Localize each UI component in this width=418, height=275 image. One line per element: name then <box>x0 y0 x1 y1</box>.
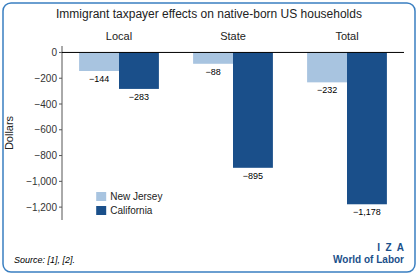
bar <box>193 52 233 63</box>
data-label: −232 <box>317 85 337 95</box>
data-label: −144 <box>89 74 109 84</box>
y-tick-label: −800 <box>34 150 57 161</box>
y-tick-label: 0 <box>51 47 57 58</box>
y-tick <box>59 78 62 79</box>
y-tick-label: −200 <box>34 73 57 84</box>
legend-label: California <box>110 205 153 216</box>
bar <box>307 52 347 82</box>
legend: New Jersey California <box>96 191 162 216</box>
publisher-note: I Z A <box>377 242 404 253</box>
zero-line <box>62 52 404 53</box>
category-label: State <box>220 30 246 42</box>
border <box>3 3 415 272</box>
category-label: Total <box>335 30 358 42</box>
legend-label: New Jersey <box>110 191 162 202</box>
bar <box>347 52 387 204</box>
y-tick-label: −600 <box>34 124 57 135</box>
y-axis-line <box>62 46 63 220</box>
category-label: Local <box>106 30 132 42</box>
y-tick <box>59 181 62 182</box>
source-note: Source: [1], [2]. <box>14 255 75 265</box>
legend-swatch <box>96 206 106 215</box>
bar <box>119 52 159 88</box>
bar <box>79 52 119 71</box>
bar <box>233 52 273 167</box>
y-tick-label: −1,200 <box>26 202 57 213</box>
data-label: −1,178 <box>353 207 381 217</box>
title: Immigrant taxpayer effects on native-bor… <box>56 7 362 21</box>
y-tick-label: −1,000 <box>26 176 57 187</box>
chart: Immigrant taxpayer effects on native-bor… <box>0 0 418 275</box>
y-tick <box>59 52 62 53</box>
y-tick-label: −400 <box>34 99 57 110</box>
data-labels: −144 −283 −88 −895 −232 −1,178 <box>89 67 381 217</box>
publisher-note: World of Labor <box>333 254 404 265</box>
y-tick <box>59 207 62 208</box>
y-tick <box>59 155 62 156</box>
data-label: −88 <box>205 67 220 77</box>
y-axis-label: Dollars <box>3 115 15 150</box>
y-tick <box>59 104 62 105</box>
bars <box>79 52 387 204</box>
data-label: −895 <box>243 171 263 181</box>
data-label: −283 <box>129 92 149 102</box>
legend-swatch <box>96 192 106 201</box>
y-tick <box>59 129 62 130</box>
